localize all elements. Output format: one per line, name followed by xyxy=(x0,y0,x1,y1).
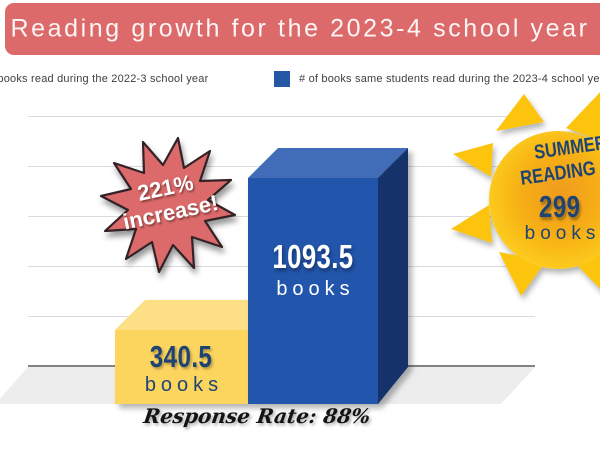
gridline xyxy=(28,116,535,117)
legend-item-2022: # of books read during the 2022-3 school… xyxy=(0,71,208,87)
bar-2023-front-face xyxy=(248,178,378,404)
sun-ray xyxy=(451,205,492,243)
response-rate-text: Response Rate: 88% xyxy=(142,404,372,428)
bar-2023-unit-label: books xyxy=(276,278,355,300)
legend-swatch-2023-icon xyxy=(274,71,290,87)
sun-ray xyxy=(453,143,493,177)
page-title: Reading growth for the 2023-4 school yea… xyxy=(10,14,590,43)
summer-goal-unit: books xyxy=(524,223,600,244)
sun-graphic xyxy=(451,92,600,296)
legend-label-2022: # of books read during the 2022-3 school… xyxy=(0,73,209,85)
sun-circle xyxy=(489,131,600,269)
legend-item-2023: # of books same students read during the… xyxy=(274,71,600,87)
title-banner: Reading growth for the 2023-4 school yea… xyxy=(5,3,600,55)
bar-2022-top-face xyxy=(115,300,278,330)
bar-2023-value-label: 1093.5 xyxy=(272,238,354,275)
bar-2023 xyxy=(248,148,408,404)
sun-ray xyxy=(566,92,600,142)
bar-2023-side-face xyxy=(378,148,408,404)
bar-2022-value-label: 340.5 xyxy=(150,339,213,374)
starburst-shape xyxy=(99,136,237,274)
bar-2022 xyxy=(115,300,278,404)
bar-2022-front-face xyxy=(115,330,248,404)
legend-label-2023: # of books same students read during the… xyxy=(299,73,600,85)
bar-2023-top-face xyxy=(248,148,408,178)
sun-ray xyxy=(496,94,544,131)
bar-2022-unit-label: books xyxy=(144,374,224,396)
summer-goal-value: 299 xyxy=(539,189,581,224)
